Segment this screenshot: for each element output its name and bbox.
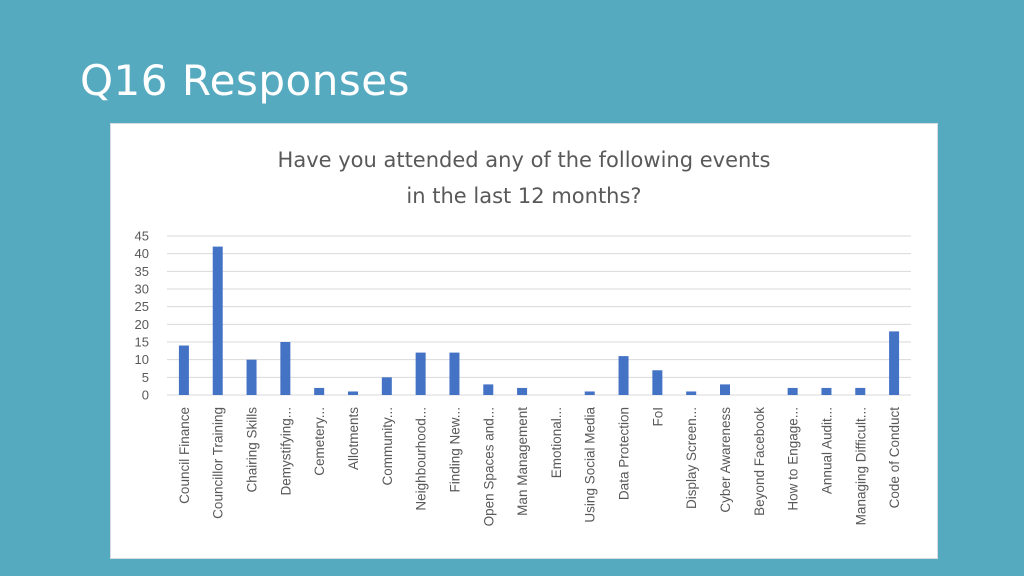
bar — [178, 345, 189, 395]
x-category-label: Demystifying... — [278, 407, 293, 496]
x-axis-labels: Council Finance Councillor Training Chairi… — [177, 407, 902, 527]
y-tick-label: 15 — [135, 335, 149, 350]
bar — [686, 391, 697, 395]
bar — [381, 377, 392, 395]
x-category-label: Beyond Facebook — [752, 407, 767, 516]
bar — [720, 384, 730, 395]
bar — [415, 352, 426, 395]
x-category-label: How to Engage... — [786, 407, 801, 511]
bar — [348, 391, 358, 395]
y-tick-label: 0 — [142, 388, 149, 403]
bar — [821, 387, 832, 395]
x-category-label: Cemetery... — [312, 407, 327, 476]
bars — [178, 246, 900, 395]
x-category-label: Community... — [380, 407, 395, 486]
bar — [212, 246, 223, 395]
x-category-label: Finding New... — [447, 407, 462, 493]
x-category-label: Using Social Media — [583, 407, 598, 523]
bar — [584, 391, 595, 395]
x-category-label: Display Screen... — [684, 407, 699, 509]
x-category-label: Open Spaces and... — [481, 407, 496, 526]
y-tick-label: 10 — [135, 352, 149, 367]
x-category-label: Emotional... — [549, 407, 564, 478]
y-tick-label: 35 — [135, 264, 149, 279]
y-tick-label: 45 — [135, 229, 149, 244]
chart-title-line-1: Have you attended any of the following e… — [277, 148, 771, 172]
chart-title: Have you attended any of the following e… — [111, 142, 937, 214]
x-category-label: Man Management — [515, 407, 530, 516]
x-category-label: Cyber Awareness — [718, 407, 733, 513]
bar — [246, 359, 257, 395]
x-category-label: Managing Difficult... — [853, 407, 868, 525]
bar — [280, 342, 291, 395]
x-category-label: Neighbourhood... — [414, 407, 429, 511]
bar — [855, 387, 866, 395]
x-category-label: Data Protection — [617, 407, 632, 500]
y-axis-ticks: 0 5 10 15 20 25 30 35 40 45 — [135, 229, 149, 403]
bar — [889, 331, 900, 395]
bar — [314, 387, 325, 395]
x-category-label: Code of Conduct — [887, 407, 902, 509]
gridlines — [167, 235, 911, 396]
bar — [652, 370, 663, 395]
y-tick-label: 40 — [135, 246, 149, 261]
bar — [787, 387, 798, 395]
x-category-label: Councillor Training — [211, 407, 226, 519]
x-category-label: FoI — [650, 407, 665, 427]
y-tick-label: 20 — [135, 317, 149, 332]
x-category-label: Chairing Skills — [245, 407, 260, 493]
bar — [483, 384, 494, 395]
chart-card: Have you attended any of the following e… — [111, 124, 937, 558]
y-tick-label: 5 — [142, 370, 149, 385]
y-tick-label: 30 — [135, 282, 149, 297]
bar — [449, 352, 460, 395]
bar — [517, 387, 528, 395]
bar — [618, 356, 629, 395]
y-tick-label: 25 — [135, 299, 149, 314]
x-category-label: Annual Audit... — [819, 407, 834, 494]
slide-title: Q16 Responses — [80, 56, 410, 105]
x-category-label: Allotments — [346, 407, 361, 470]
x-category-label: Council Finance — [177, 407, 192, 504]
chart-title-line-2: in the last 12 months? — [406, 184, 642, 208]
